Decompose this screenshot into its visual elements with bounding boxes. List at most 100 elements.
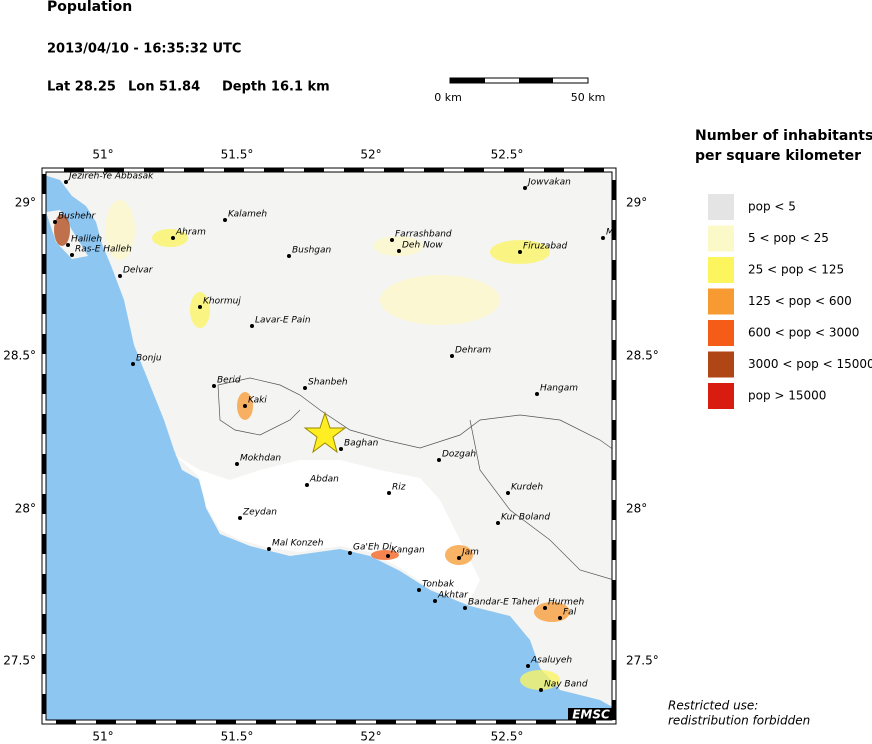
place-dot xyxy=(397,249,401,253)
legend-swatch xyxy=(708,383,734,409)
lat-label: 28.5° xyxy=(626,349,659,363)
place-dot xyxy=(267,547,271,551)
place-dot xyxy=(131,362,135,366)
place-dot xyxy=(66,243,70,247)
place-label: Kaki xyxy=(248,396,267,406)
place-label: Khormuj xyxy=(203,297,241,307)
place-dot xyxy=(53,220,57,224)
lat-label: 29° xyxy=(15,196,36,210)
datetime: 2013/04/10 - 16:35:32 UTC xyxy=(47,42,241,57)
legend-label: 5 < pop < 25 xyxy=(748,231,829,245)
place-label: Fal xyxy=(563,608,577,618)
place-dot xyxy=(463,606,467,610)
legend-swatch xyxy=(708,225,734,252)
lat-label: 28° xyxy=(626,502,647,516)
place-label: Nay Band xyxy=(544,680,588,690)
place-label: Kur Boland xyxy=(501,513,550,523)
lon-label: 51.5° xyxy=(221,730,254,744)
place-dot xyxy=(386,554,390,558)
lat-label: 28° xyxy=(15,502,36,516)
lat: Lat 28.25 xyxy=(47,80,116,95)
depth: Depth 16.1 km xyxy=(222,80,330,95)
place-label: Dozgah xyxy=(442,450,476,460)
place-label: Bandar-E Taheri xyxy=(468,598,540,608)
place-label: Mokhdan xyxy=(240,454,281,464)
scale-bar xyxy=(449,77,589,84)
place-dot xyxy=(70,253,74,257)
place-dot xyxy=(390,238,394,242)
place-dot xyxy=(238,516,242,520)
place-dot xyxy=(243,404,247,408)
place-label: Jowvakan xyxy=(526,178,571,188)
place-label: Jam xyxy=(460,548,479,558)
footer: Restricted use: xyxy=(668,699,758,713)
legend-label: pop > 15000 xyxy=(748,389,826,403)
place-dot xyxy=(387,491,391,495)
place-label: Ahram xyxy=(175,228,206,238)
scale-start: 0 km xyxy=(434,91,462,104)
place-dot xyxy=(235,462,239,466)
place-label: Hurmeh xyxy=(548,598,584,608)
legend-title: per square kilometer xyxy=(695,148,861,164)
place-dot xyxy=(450,354,454,358)
place-dot xyxy=(457,556,461,560)
place-label: Deh Now xyxy=(402,241,443,251)
place-dot xyxy=(223,218,227,222)
place-label: Delvar xyxy=(123,266,154,276)
place-label: Riz xyxy=(392,483,406,493)
place-label: Mal Konzeh xyxy=(272,539,324,549)
place-dot xyxy=(287,254,291,258)
legend-label: 3000 < pop < 15000 xyxy=(748,357,872,371)
place-dot xyxy=(212,384,216,388)
legend-title: Number of inhabitants xyxy=(695,128,872,144)
place-label: Bushgan xyxy=(292,246,331,256)
lon-label: 52° xyxy=(360,148,381,162)
place-label: Meyma xyxy=(606,228,639,238)
lon-label: 51° xyxy=(92,730,113,744)
place-dot xyxy=(339,447,343,451)
place-dot xyxy=(171,236,175,240)
place-label: Zeydan xyxy=(242,508,277,518)
footer: redistribution forbidden xyxy=(668,714,810,728)
place-dot xyxy=(433,599,437,603)
place-dot xyxy=(539,688,543,692)
place-dot xyxy=(535,392,539,396)
place-label: Shanbeh xyxy=(308,378,348,388)
place-label: Hangam xyxy=(540,384,578,394)
place-dot xyxy=(526,664,530,668)
place-dot xyxy=(496,521,500,525)
legend-label: 125 < pop < 600 xyxy=(748,294,852,308)
place-label: Jezireh-Ye Abbasak xyxy=(67,172,154,182)
lon: Lon 51.84 xyxy=(128,80,200,95)
place-dot xyxy=(303,386,307,390)
place-dot xyxy=(558,616,562,620)
legend-label: pop < 5 xyxy=(748,200,796,214)
lat-label: 27.5° xyxy=(626,654,659,668)
scale-end: 50 km xyxy=(571,91,606,104)
place-dot xyxy=(437,458,441,462)
lat-label: 28.5° xyxy=(3,349,36,363)
lat-label: 29° xyxy=(626,196,647,210)
place-dot xyxy=(305,483,309,487)
place-label: Tonbak xyxy=(422,580,455,590)
title: Population xyxy=(47,0,132,15)
legend-swatch xyxy=(708,320,734,346)
lon-label: 51.5° xyxy=(221,148,254,162)
lon-label: 51° xyxy=(92,148,113,162)
credit: EMSC xyxy=(572,708,610,722)
legend-swatch xyxy=(708,351,734,378)
place-label: Bushehr xyxy=(58,212,97,222)
place-dot xyxy=(198,305,202,309)
lon-label: 52° xyxy=(360,730,381,744)
place-dot xyxy=(518,250,522,254)
place-dot xyxy=(506,491,510,495)
place-label: Farrashband xyxy=(395,230,452,240)
legend-swatch xyxy=(708,288,734,315)
place-label: Bonju xyxy=(136,354,162,364)
place-dot xyxy=(250,324,254,328)
lon-label: 52.5° xyxy=(491,730,524,744)
lon-label: 52.5° xyxy=(491,148,524,162)
place-label: Ras-E Halleh xyxy=(75,245,132,255)
